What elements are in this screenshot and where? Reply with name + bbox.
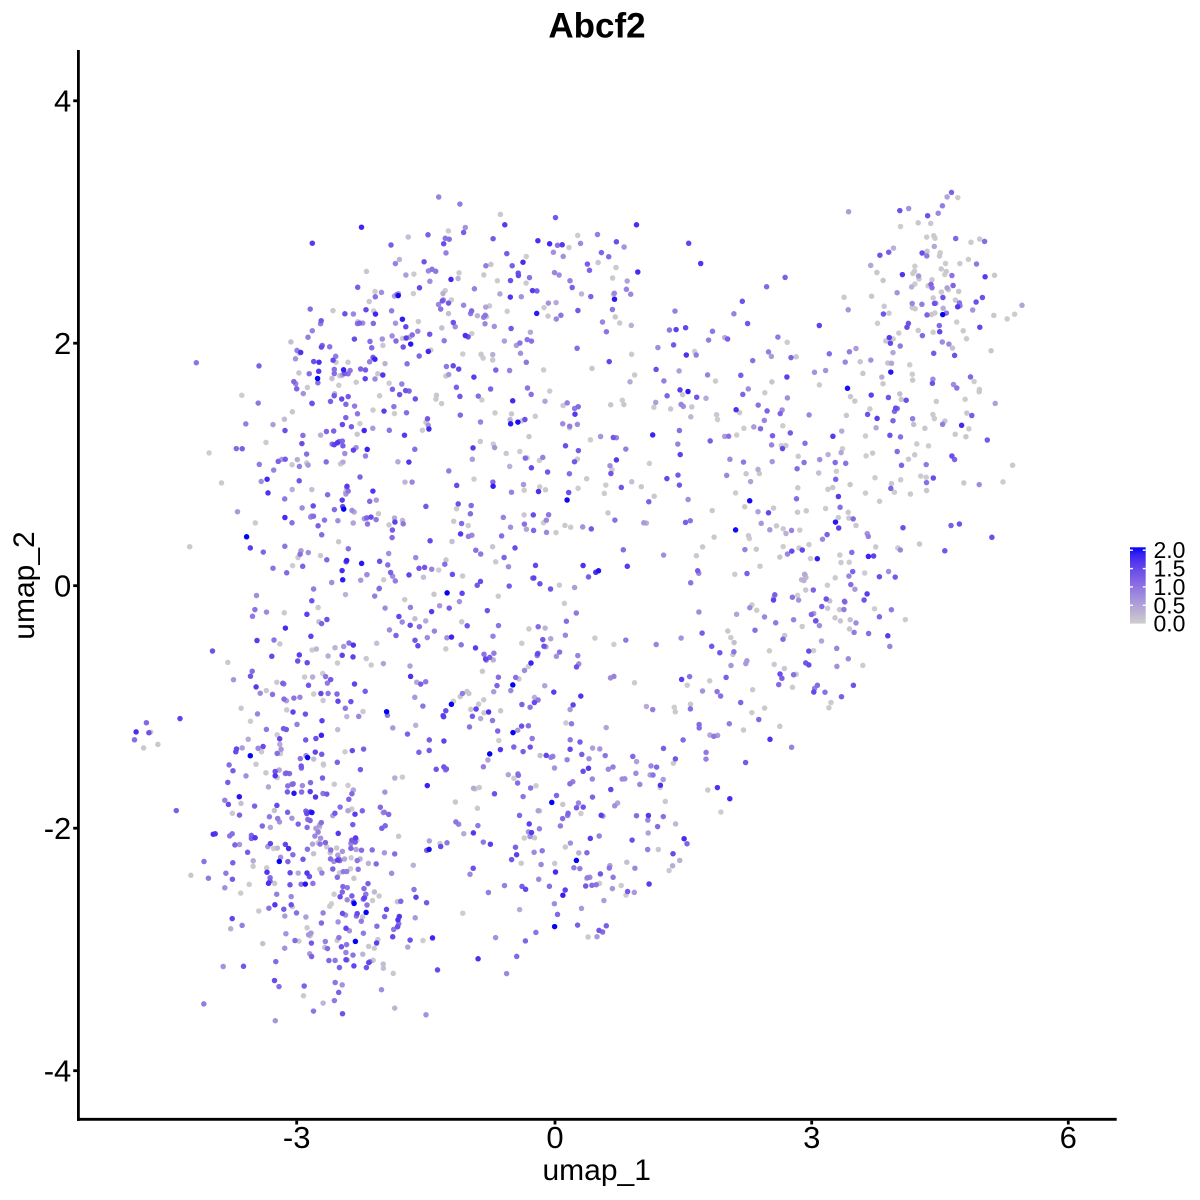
- svg-text:-4: -4: [44, 1053, 72, 1088]
- svg-text:umap_1: umap_1: [542, 1154, 650, 1187]
- svg-text:0: 0: [546, 1120, 563, 1155]
- svg-text:2: 2: [54, 326, 71, 361]
- svg-text:4: 4: [54, 83, 71, 118]
- svg-text:-2: -2: [44, 811, 72, 846]
- svg-text:0: 0: [54, 568, 71, 603]
- svg-text:3: 3: [803, 1120, 820, 1155]
- svg-text:1.0: 1.0: [1154, 574, 1186, 600]
- svg-text:1.5: 1.5: [1154, 556, 1186, 582]
- svg-text:Abcf2: Abcf2: [548, 7, 645, 46]
- svg-text:0.5: 0.5: [1154, 592, 1186, 618]
- svg-text:-3: -3: [283, 1120, 311, 1155]
- svg-text:2.0: 2.0: [1154, 537, 1186, 563]
- svg-text:6: 6: [1060, 1120, 1077, 1155]
- svg-text:umap_2: umap_2: [8, 531, 41, 639]
- svg-text:0.0: 0.0: [1154, 611, 1186, 637]
